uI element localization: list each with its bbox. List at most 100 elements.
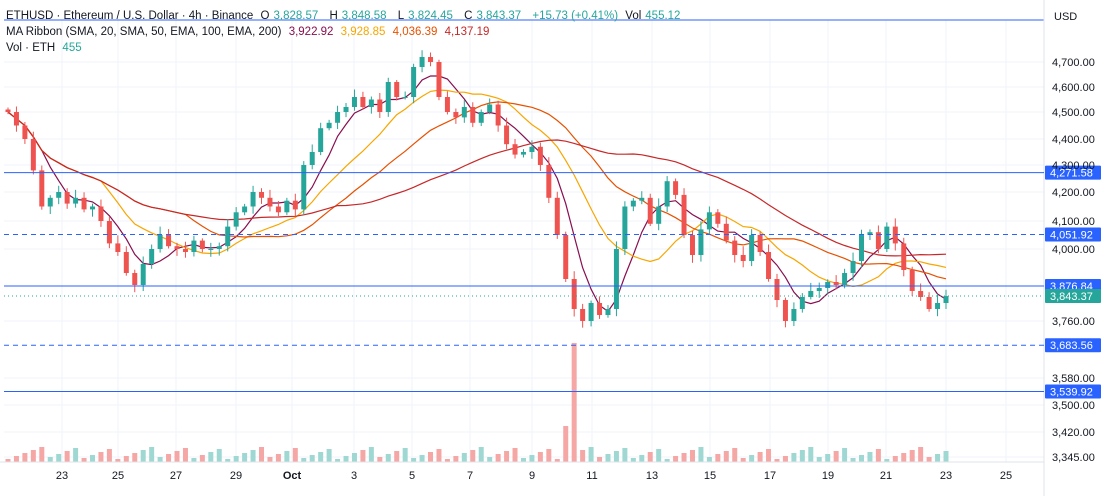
candle-body bbox=[757, 235, 763, 252]
candle-body bbox=[419, 57, 425, 67]
volume-bar bbox=[22, 453, 28, 462]
candle-body bbox=[698, 229, 704, 255]
price-tag-label: 3,843.37 bbox=[1050, 291, 1093, 303]
volume-bar bbox=[13, 456, 19, 462]
ema100-value: 4,036.39 bbox=[392, 26, 438, 38]
volume-bar bbox=[225, 459, 231, 462]
candle-body bbox=[394, 82, 400, 97]
ema200-value: 4,137.19 bbox=[444, 26, 490, 38]
volume-legend-label[interactable]: Vol · ETH bbox=[6, 42, 56, 54]
symbol-title[interactable]: ETHUSD · Ethereum / U.S. Dollar · 4h · B… bbox=[6, 10, 254, 22]
candle-body bbox=[901, 243, 907, 270]
symbol-legend[interactable]: ETHUSD · Ethereum / U.S. Dollar · 4h · B… bbox=[6, 9, 688, 24]
x-tick-label: 11 bbox=[586, 470, 597, 482]
price-axis[interactable]: USD 4,700.00 4,600.00 4,500.00 4,400.00 4,300… bbox=[1052, 11, 1095, 464]
candle-body bbox=[5, 109, 11, 112]
x-tick-label: 21 bbox=[880, 470, 892, 482]
volume-bar bbox=[597, 457, 603, 462]
candle-body bbox=[749, 235, 755, 261]
candle-body bbox=[56, 192, 62, 198]
candle-body bbox=[875, 232, 881, 249]
volume-bar bbox=[47, 457, 53, 462]
volume-bar bbox=[132, 453, 138, 462]
candle-body bbox=[630, 200, 636, 207]
volume-bar bbox=[774, 459, 780, 462]
volume-bar bbox=[292, 448, 298, 462]
volume-bar bbox=[732, 448, 738, 462]
volume-legend[interactable]: Vol · ETH 455 bbox=[6, 41, 86, 56]
x-tick-label: 13 bbox=[646, 470, 658, 482]
ma-ribbon-label[interactable]: MA Ribbon (SMA, 20, SMA, 50, EMA, 100, E… bbox=[6, 26, 282, 38]
candle-body bbox=[318, 128, 324, 152]
candle-body bbox=[140, 264, 146, 285]
ema200-line bbox=[7, 111, 947, 257]
volume-bar bbox=[470, 450, 476, 462]
open-value: 3,828.57 bbox=[273, 10, 319, 22]
volume-bar bbox=[571, 343, 577, 462]
volume-bar bbox=[461, 453, 467, 462]
price-tag bbox=[1045, 165, 1101, 180]
x-tick-label: 19 bbox=[822, 470, 834, 482]
candle-body bbox=[529, 146, 535, 152]
candle-body bbox=[106, 221, 112, 244]
volume-bars bbox=[5, 343, 949, 462]
candle-body bbox=[360, 97, 366, 107]
candle-body bbox=[799, 297, 805, 309]
volume-bar bbox=[681, 453, 687, 462]
y-tick-label: 3,420.00 bbox=[1052, 427, 1095, 439]
candle-body bbox=[816, 288, 822, 291]
volume-bar bbox=[453, 456, 459, 462]
candle-body bbox=[385, 82, 391, 112]
volume-bar bbox=[554, 459, 560, 462]
volume-bar bbox=[56, 454, 62, 462]
candle-body bbox=[470, 107, 476, 123]
candle-body bbox=[351, 97, 357, 107]
volume-bar bbox=[284, 451, 290, 462]
volume-bar bbox=[301, 458, 307, 462]
candle-body bbox=[656, 206, 662, 224]
candle-body bbox=[292, 200, 298, 210]
y-tick-label: 3,500.00 bbox=[1052, 400, 1095, 412]
volume-bar bbox=[512, 448, 518, 462]
volume-legend-value: 455 bbox=[62, 42, 82, 54]
volume-bar bbox=[90, 455, 96, 462]
candle-body bbox=[495, 104, 501, 126]
open-label: O bbox=[260, 10, 270, 22]
volume-bar bbox=[664, 459, 670, 462]
volume-bar bbox=[402, 448, 408, 462]
volume-bar bbox=[495, 454, 501, 462]
volume-bar bbox=[191, 458, 197, 462]
volume-bar bbox=[377, 457, 383, 462]
price-tag-label: 3,539.92 bbox=[1050, 387, 1093, 399]
candle-body bbox=[233, 212, 239, 227]
ema100-line bbox=[7, 101, 947, 280]
candle-body bbox=[208, 249, 214, 250]
price-tag bbox=[1045, 227, 1101, 242]
volume-bar bbox=[766, 449, 772, 462]
y-tick-label: 4,000.00 bbox=[1052, 244, 1095, 256]
candle-body bbox=[554, 197, 560, 235]
volume-bar bbox=[504, 451, 510, 462]
volume-bar bbox=[639, 455, 645, 462]
volume-bar bbox=[782, 456, 788, 462]
candle-body bbox=[842, 273, 848, 285]
volume-bar bbox=[842, 448, 848, 462]
volume-bar bbox=[318, 452, 324, 462]
candle-body bbox=[487, 104, 493, 112]
x-tick-label: 23 bbox=[56, 470, 68, 482]
volume-bar bbox=[858, 455, 864, 462]
candle-body bbox=[444, 97, 450, 112]
ma-ribbon-legend[interactable]: MA Ribbon (SMA, 20, SMA, 50, EMA, 100, E… bbox=[6, 25, 493, 40]
candle-body bbox=[81, 197, 87, 210]
volume-bar bbox=[140, 450, 146, 462]
candle-body bbox=[673, 181, 679, 195]
high-label: H bbox=[329, 10, 338, 22]
x-tick-label: 9 bbox=[529, 470, 535, 482]
y-tick-label: 4,500.00 bbox=[1052, 107, 1095, 119]
time-axis[interactable]: 23 25 27 29 Oct 3 5 7 9 11 13 15 17 19 21 23 25 bbox=[0, 461, 1044, 482]
y-tick-label: 4,200.00 bbox=[1052, 187, 1095, 199]
candle-body bbox=[935, 303, 941, 309]
high-value: 3,848.58 bbox=[341, 10, 387, 22]
volume-bar bbox=[106, 449, 112, 462]
